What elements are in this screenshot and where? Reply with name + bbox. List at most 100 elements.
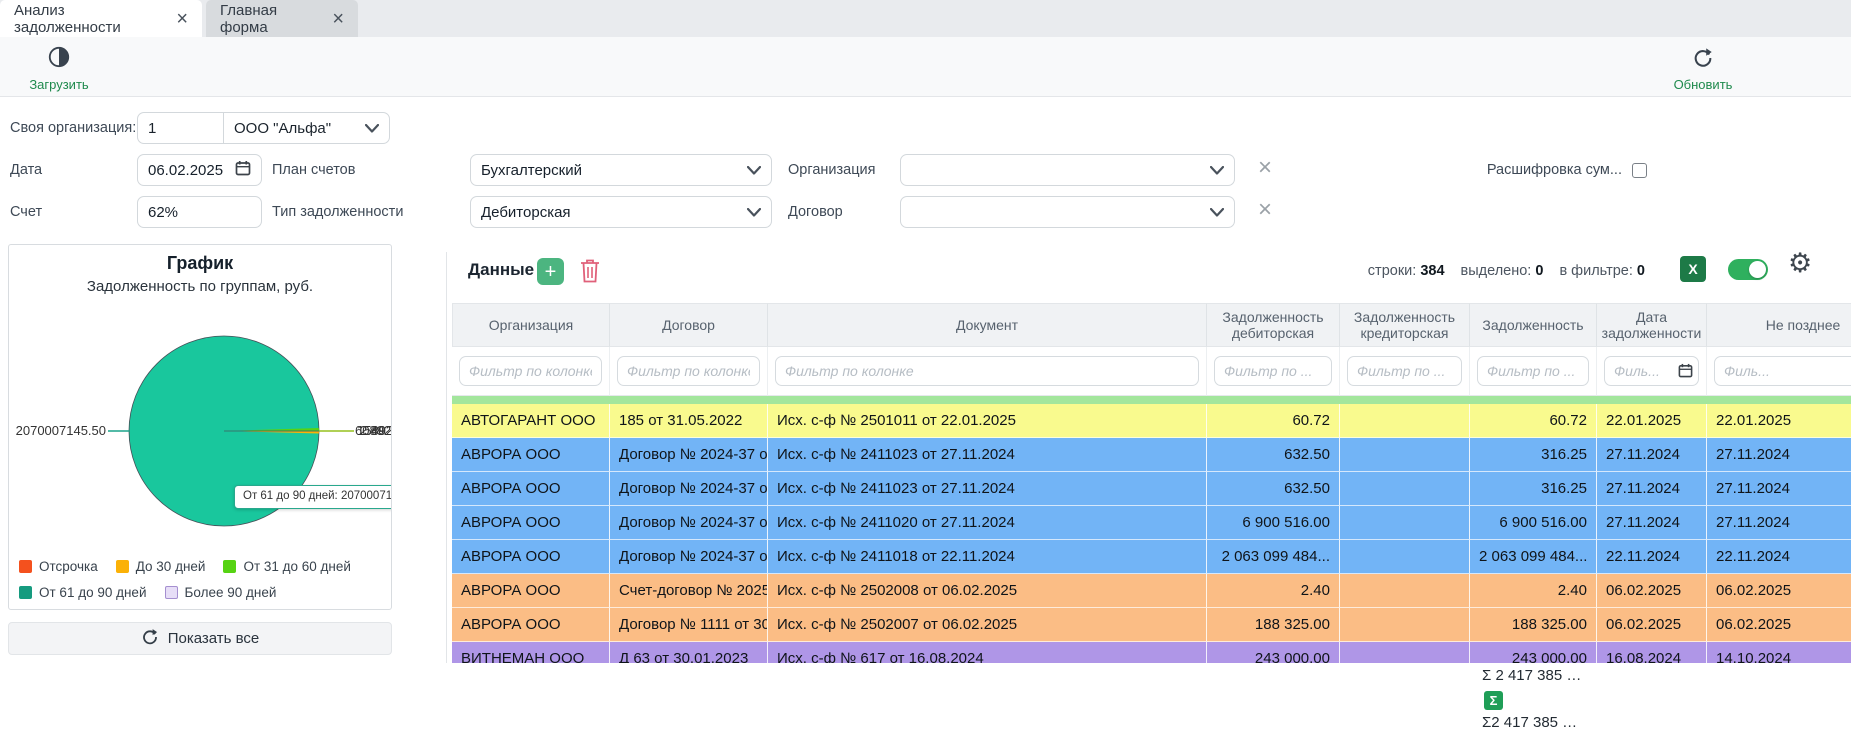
rows-count-label: строки:: [1367, 263, 1417, 279]
load-icon: [47, 45, 71, 74]
chart-of-accounts-label: План счетов: [272, 162, 356, 178]
pie-value-label-left: 2070007145.50: [15, 423, 106, 438]
table-header-row: Организация Договор Документ Задолженнос…: [452, 303, 1851, 347]
chart-tooltip: От 61 до 90 дней: 2070007145.50: [234, 485, 391, 509]
debt-type-value: Дебиторская: [481, 203, 571, 221]
calendar-icon[interactable]: [235, 160, 251, 180]
export-excel-button[interactable]: X: [1680, 256, 1706, 282]
column-header-contract[interactable]: Договор: [610, 303, 768, 347]
legend-swatch: [19, 586, 32, 599]
own-org-value: ООО "Альфа": [234, 119, 332, 137]
table-row[interactable]: АВРОРА ООО Договор № 2024-37 от 2... Исх…: [452, 472, 1851, 506]
column-header-organization[interactable]: Организация: [452, 303, 610, 347]
pie-slice-31-60[interactable]: [224, 428, 319, 431]
date-input[interactable]: 06.02.2025: [137, 154, 262, 186]
add-row-button[interactable]: +: [537, 258, 564, 285]
color-mode-toggle[interactable]: [1728, 259, 1768, 280]
filter-input-debt[interactable]: [1477, 356, 1589, 386]
debt-type-select[interactable]: Дебиторская: [470, 196, 772, 228]
account-label: Счет: [10, 204, 43, 220]
chevron-down-icon: [746, 204, 762, 221]
sigma-badge[interactable]: Σ: [1484, 691, 1503, 710]
legend-swatch: [115, 560, 129, 573]
date-value: 06.02.2025: [148, 161, 224, 179]
clear-contract-icon[interactable]: ×: [1258, 196, 1273, 223]
chart-title: График: [166, 253, 234, 273]
chart-legend-row-2: От 61 до 90 дней Более 90 дней: [19, 585, 276, 600]
filter-input-document[interactable]: [775, 356, 1199, 386]
load-button[interactable]: Загрузить: [24, 45, 94, 92]
tab-bar: Анализ задолженности × Главная форма ×: [0, 0, 1851, 37]
chevron-down-icon: [746, 162, 762, 179]
legend-item-31-60[interactable]: От 31 до 60 дней: [223, 559, 351, 574]
own-org-number-input[interactable]: 1: [138, 113, 224, 143]
show-all-label: Показать все: [167, 630, 260, 647]
tab-main-form[interactable]: Главная форма ×: [206, 0, 358, 37]
gear-icon[interactable]: ⚙: [1788, 248, 1813, 278]
column-header-credit-debt[interactable]: Задолженность кредиторская: [1340, 303, 1470, 347]
load-label: Загрузить: [29, 77, 89, 92]
refresh-button[interactable]: Обновить: [1668, 47, 1738, 92]
legend-item-61-90[interactable]: От 61 до 90 дней: [19, 585, 147, 600]
table-row[interactable]: АВРОРА ООО Договор № 1111 от 30.1... Исх…: [452, 608, 1851, 642]
refresh-icon: [141, 628, 159, 650]
filter-input-not-later[interactable]: [1714, 356, 1851, 386]
filter-input-organization[interactable]: [459, 356, 602, 386]
toggle-knob: [1749, 261, 1766, 278]
filter-input-credit-debt[interactable]: [1347, 356, 1462, 386]
chevron-down-icon: [1209, 162, 1225, 179]
legend-item-otsrochka[interactable]: Отсрочка: [19, 559, 98, 574]
close-icon[interactable]: ×: [332, 7, 344, 30]
decode-sum-checkbox[interactable]: [1632, 163, 1647, 178]
own-org-control: 1 ООО "Альфа": [137, 112, 390, 144]
tab-label: Главная форма: [220, 1, 278, 36]
organization-select[interactable]: [900, 154, 1235, 186]
tab-debt-analysis[interactable]: Анализ задолженности ×: [0, 0, 202, 37]
chart-legend-row-1: Отсрочка До 30 дней От 31 до 60 дней: [19, 559, 351, 574]
data-panel-title: Данные: [468, 260, 535, 279]
table-row[interactable]: АВРОРА ООО Счет-договор № 2025-1 ... Исх…: [452, 574, 1851, 608]
contract-label: Договор: [788, 204, 843, 220]
table-row[interactable]: АВРОРА ООО Договор № 2024-37 от 2... Исх…: [452, 506, 1851, 540]
chart-subtitle: Задолженность по группам, руб.: [86, 278, 314, 295]
column-header-document[interactable]: Документ: [768, 303, 1207, 347]
filter-input-contract[interactable]: [617, 356, 760, 386]
clear-organization-icon[interactable]: ×: [1258, 154, 1273, 181]
chart-of-accounts-select[interactable]: Бухгалтерский: [470, 154, 772, 186]
decode-sum-label: Расшифровка сум...: [1486, 162, 1622, 178]
pie-chart[interactable]: [9, 245, 392, 610]
table-filter-row: [452, 347, 1851, 396]
column-header-debt-date[interactable]: Дата задолженности: [1597, 303, 1707, 347]
column-header-not-later[interactable]: Не позднее: [1707, 303, 1851, 347]
close-icon[interactable]: ×: [176, 7, 188, 30]
row-highlight-strip: [452, 396, 1851, 404]
filter-input-debit-debt[interactable]: [1214, 356, 1332, 386]
contract-select[interactable]: [900, 196, 1235, 228]
column-header-debit-debt[interactable]: Задолженность дебиторская: [1207, 303, 1340, 347]
refresh-label: Обновить: [1673, 77, 1733, 92]
table-row[interactable]: АВТОГАРАНТ ООО 185 от 31.05.2022 Исх. с-…: [452, 404, 1851, 438]
account-input[interactable]: 62%: [137, 196, 262, 228]
table-stats: строки: 384 выделено: 0 в фильтре: 0: [1300, 263, 1645, 279]
pie-slice-0-30[interactable]: [224, 431, 319, 434]
table-row[interactable]: АВРОРА ООО Договор № 2024-37 от 2... Исх…: [452, 540, 1851, 574]
own-org-select[interactable]: ООО "Альфа": [224, 113, 389, 143]
refresh-icon: [1692, 47, 1714, 74]
filter-input-debt-date[interactable]: [1604, 356, 1699, 386]
column-header-debt[interactable]: Задолженность: [1470, 303, 1597, 347]
delete-row-button[interactable]: [579, 258, 601, 289]
debt-type-label: Тип задолженности: [272, 204, 404, 220]
organization-label: Организация: [788, 162, 876, 178]
legend-item-more-90[interactable]: Более 90 дней: [164, 585, 276, 600]
legend-swatch: [223, 560, 237, 573]
legend-item-do-30[interactable]: До 30 дней: [115, 559, 205, 574]
chart-of-accounts-value: Бухгалтерский: [481, 161, 582, 179]
date-label: Дата: [10, 162, 43, 178]
table-row[interactable]: ВИТНЕМАН ООО Д 63 от 30.01.2023 Исх. с-ф…: [452, 642, 1851, 663]
table-row[interactable]: АВРОРА ООО Договор № 2024-37 от 2... Исх…: [452, 438, 1851, 472]
show-all-button[interactable]: Показать все: [8, 622, 392, 655]
calendar-icon[interactable]: [1678, 363, 1693, 383]
column-sum-line-2: Σ2 417 385 …: [1482, 714, 1578, 731]
